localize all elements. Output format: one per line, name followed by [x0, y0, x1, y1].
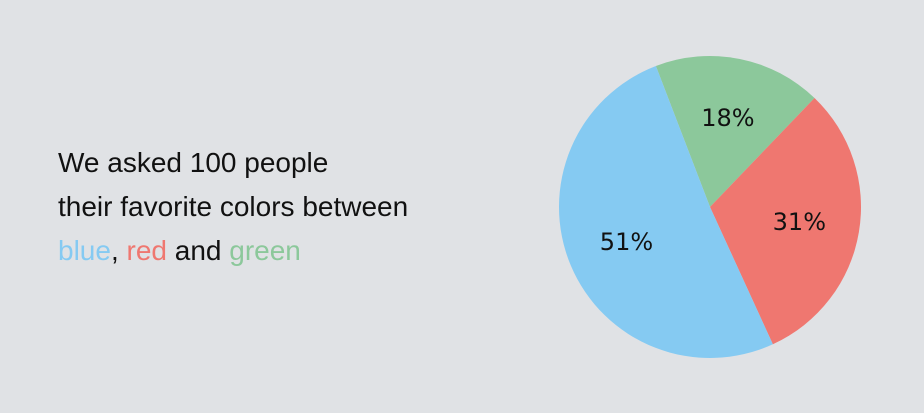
caption-comma: ,	[110, 235, 119, 266]
caption-word-blue: blue	[58, 235, 111, 266]
pie-slice-red	[710, 98, 861, 345]
caption-word-red: red	[126, 235, 167, 266]
caption-line-3: blue, red and green	[58, 229, 408, 273]
pie-slice-green	[655, 55, 815, 208]
survey-caption: We asked 100 people their favorite color…	[58, 141, 408, 273]
pie-slice-blue	[559, 66, 773, 358]
pie-label-blue: 51%	[600, 228, 653, 256]
caption-word-green: green	[229, 235, 301, 266]
caption-line-2: their favorite colors between	[58, 191, 409, 222]
pie-label-green: 18%	[701, 104, 754, 132]
caption-word-and: and	[174, 235, 222, 266]
caption-line-1: We asked 100 people	[58, 147, 329, 178]
pie-label-red: 31%	[773, 208, 826, 236]
